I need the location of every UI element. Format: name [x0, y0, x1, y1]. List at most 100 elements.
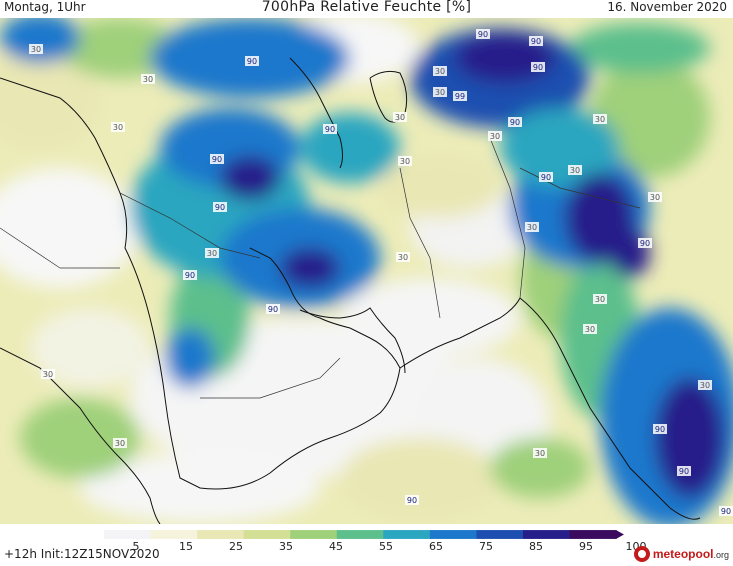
contour-label: 30	[207, 249, 217, 258]
contour-label-bg	[393, 112, 407, 122]
contour-label-bg	[533, 448, 547, 458]
contour-label-bg	[398, 156, 412, 166]
logo-domain: .org	[713, 550, 729, 560]
contour-label: 90	[655, 425, 665, 434]
colorbar-legend: 5 15 25 35 45 55 65 75 85 95 100	[104, 527, 647, 557]
contour-label-bg	[638, 238, 652, 248]
contour-label: 90	[212, 155, 222, 164]
contour-label-bg	[323, 124, 337, 134]
contour-label: 30	[31, 45, 41, 54]
contour-label: 90	[541, 173, 551, 182]
colorbar-tick-label: 75	[479, 540, 493, 553]
contour-label-bg	[593, 114, 607, 124]
colorbar-swatch	[150, 530, 198, 539]
contour-label-bg	[213, 202, 227, 212]
contour-label-bg	[508, 117, 522, 127]
contour-label-bg	[433, 66, 447, 76]
humidity-map: 30 30 30 90 90 90 90 30 90 30 99 30 30 90 30 90 30 90 90 30…	[0, 18, 733, 524]
contour-label: 90	[407, 496, 417, 505]
contour-labels: 30 30 30 90 90 90 90 30 90 30 99 30 30 90 30 90 30 90 90 30…	[29, 29, 733, 516]
contour-label: 30	[435, 88, 445, 97]
colorbar-tick-label: 85	[529, 540, 543, 553]
contour-label-bg	[488, 131, 502, 141]
contour-label: 99	[455, 92, 465, 101]
contour-label-bg	[525, 222, 539, 232]
contour-label: 90	[215, 203, 225, 212]
forecast-day-time: Montag, 1Uhr	[4, 0, 86, 14]
logo-text: meteopool	[652, 547, 714, 561]
contour-label: 90	[185, 271, 195, 280]
contour-label: 30	[143, 75, 153, 84]
contour-label: 90	[478, 30, 488, 39]
contour-label: 30	[398, 253, 408, 262]
contour-label-bg	[531, 62, 545, 72]
colorbar-tick-label: 55	[379, 540, 393, 553]
contour-label-bg	[433, 87, 447, 97]
contour-label-bg	[113, 438, 127, 448]
colorbar-tick-label: 15	[179, 540, 193, 553]
contour-label: 30	[43, 370, 53, 379]
contour-label-bg	[583, 324, 597, 334]
contour-label: 90	[533, 63, 543, 72]
contour-label: 90	[679, 467, 689, 476]
contour-label-bg	[183, 270, 197, 280]
colorbar-tick-label: 5	[132, 540, 140, 553]
contour-label: 30	[490, 132, 500, 141]
contour-label: 30	[585, 325, 595, 334]
contour-label-bg	[111, 122, 125, 132]
contour-label: 90	[268, 305, 278, 314]
contour-label: 90	[531, 37, 541, 46]
contour-label: 30	[700, 381, 710, 390]
contour-label-bg	[593, 294, 607, 304]
contour-label-bg	[677, 466, 691, 476]
colorbar	[104, 530, 624, 539]
colorbar-swatch	[476, 530, 524, 539]
contour-label: 90	[510, 118, 520, 127]
meteopool-logo[interactable]: meteopool.org	[633, 544, 729, 564]
colorbar-arrow	[616, 530, 624, 539]
borders	[0, 137, 641, 399]
contour-label-bg	[529, 36, 543, 46]
contour-label: 30	[435, 67, 445, 76]
contour-label: 30	[595, 295, 605, 304]
colorbar-swatch	[429, 530, 477, 539]
colorbar-tick-label: 35	[279, 540, 293, 553]
contour-label: 90	[721, 507, 731, 516]
contour-label-bg	[539, 172, 553, 182]
contour-label-bg	[476, 29, 490, 39]
contour-label-bg	[205, 248, 219, 258]
contour-label-bg	[698, 380, 712, 390]
contour-label: 30	[400, 157, 410, 166]
contour-label-bg	[453, 91, 467, 101]
contour-label: 30	[570, 166, 580, 175]
contour-label-bg	[41, 369, 55, 379]
contour-label: 30	[650, 193, 660, 202]
run-info: +12h Init:12Z15NOV2020	[4, 547, 160, 561]
map-title: 700hPa Relative Feuchte [%]	[261, 0, 472, 15]
colorbar-tick-label: 95	[579, 540, 593, 553]
forecast-date: 16. November 2020	[607, 0, 727, 14]
contour-label-bg	[141, 74, 155, 84]
colorbar-tick-label: 25	[229, 540, 243, 553]
colorbar-swatch	[523, 530, 571, 539]
colorbar-swatch	[383, 530, 431, 539]
contour-label-bg	[653, 424, 667, 434]
contour-label: 30	[527, 223, 537, 232]
contour-label: 90	[247, 57, 257, 66]
coastlines	[0, 57, 701, 524]
colorbar-swatch	[569, 530, 617, 539]
contour-label-bg	[568, 165, 582, 175]
contour-label-bg	[648, 192, 662, 202]
contour-label-bg	[396, 252, 410, 262]
contour-label: 90	[325, 125, 335, 134]
colorbar-swatch	[290, 530, 338, 539]
contour-label: 30	[115, 439, 125, 448]
contour-label-bg	[266, 304, 280, 314]
contour-label: 30	[535, 449, 545, 458]
logo-icon	[633, 546, 650, 562]
colorbar-swatch	[104, 530, 152, 539]
contour-label-bg	[405, 495, 419, 505]
map-panel: 30 30 30 90 90 90 90 30 90 30 99 30 30 90 30 90 30 90 90 30…	[0, 18, 733, 524]
colorbar-swatch	[243, 530, 291, 539]
contour-label: 30	[595, 115, 605, 124]
